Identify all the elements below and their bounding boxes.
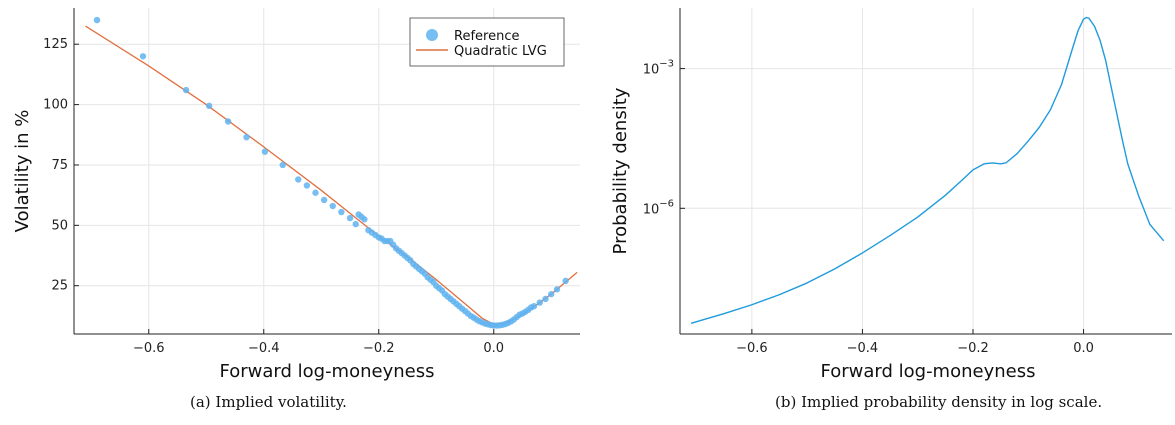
data-point-reference	[243, 133, 250, 141]
data-point-reference	[182, 86, 190, 94]
series-lines-a	[85, 25, 578, 326]
x-axis-label-b: Forward log-moneyness	[821, 361, 1036, 382]
x-ticks-a: −0.6 −0.4 −0.2 0.0	[133, 329, 504, 356]
y-tick-label: 75	[51, 158, 68, 173]
data-point-reference	[139, 53, 147, 60]
series-points-a	[93, 16, 569, 329]
y-ticks-a: 25 50 75 100 125	[43, 37, 79, 294]
x-tick-label: 0.0	[483, 341, 504, 356]
data-point-reference	[205, 102, 213, 110]
chart-implied-volatility: −0.6 −0.4 −0.2 0.0 25 50 75 100 125 Forward log…	[12, 8, 580, 382]
y-ticks-b: 10−6 10−3	[643, 59, 685, 217]
y-tick-label: 10−6	[643, 198, 674, 217]
data-point-reference	[303, 182, 311, 189]
caption-a: (a) Implied volatility.	[190, 393, 347, 411]
data-point-reference	[548, 290, 555, 298]
y-tick-label: 100	[43, 98, 68, 113]
y-tick-label: 25	[51, 279, 68, 294]
data-point-reference	[542, 295, 549, 303]
data-point-reference	[352, 220, 359, 228]
y-axis-label-b: Probability density	[610, 87, 631, 254]
x-tick-label: −0.6	[133, 341, 165, 356]
y-axis-label-a: Volatility in %	[12, 110, 33, 233]
data-point-reference	[536, 299, 543, 306]
x-tick-label: −0.4	[248, 341, 280, 356]
y-tick-label: 50	[51, 218, 68, 233]
figure: −0.6 −0.4 −0.2 0.0 25 50 75 100 125 Forward log…	[12, 8, 1172, 382]
data-point-reference	[224, 118, 232, 125]
data-point-reference	[261, 148, 269, 155]
x-tick-label: −0.2	[363, 341, 395, 356]
series-lines-b	[690, 16, 1165, 324]
data-point-reference	[279, 161, 286, 169]
grid-b	[680, 8, 1172, 334]
data-point-reference	[312, 189, 319, 196]
x-tick-label: 0.0	[1073, 341, 1094, 356]
legend-label-quadratic-lvg: Quadratic LVG	[454, 44, 547, 59]
data-point-reference	[553, 286, 561, 293]
legend: Reference Quadratic LVG	[409, 17, 565, 67]
series-line-quadratic-lvg	[85, 25, 578, 326]
data-point-reference	[530, 303, 538, 310]
legend-label-reference: Reference	[454, 29, 519, 44]
y-tick-label: 125	[43, 37, 68, 52]
data-point-reference	[93, 16, 101, 24]
legend-box	[409, 17, 565, 67]
data-point-reference	[338, 208, 345, 216]
x-axis-label-a: Forward log-moneyness	[220, 361, 435, 382]
chart-probability-density: −0.6 −0.4 −0.2 0.0 10−6 10−3 Forward log-mon…	[610, 8, 1172, 382]
x-tick-label: −0.6	[736, 341, 768, 356]
x-tick-label: −0.4	[847, 341, 879, 356]
data-point-reference	[329, 202, 336, 210]
data-point-reference	[361, 216, 368, 223]
data-point-reference	[320, 196, 328, 204]
caption-b: (b) Implied probability density in log s…	[775, 393, 1103, 411]
x-ticks-b: −0.6 −0.4 −0.2 0.0	[736, 329, 1094, 356]
data-point-reference	[295, 176, 302, 183]
x-tick-label: −0.2	[957, 341, 989, 356]
series-line-density	[690, 16, 1165, 324]
y-tick-label: 10−3	[643, 59, 674, 78]
data-point-reference	[346, 214, 354, 222]
legend-marker-reference	[426, 29, 438, 41]
data-point-reference	[562, 277, 569, 285]
